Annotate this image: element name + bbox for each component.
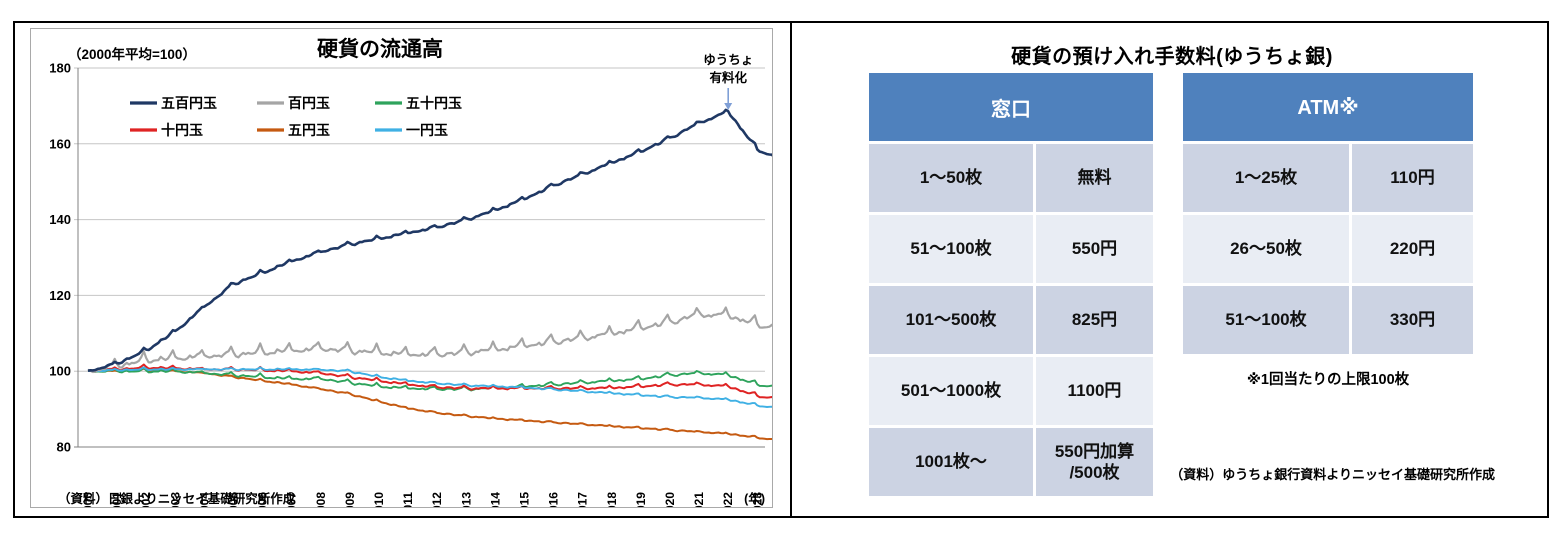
fee-value: 110円	[1352, 144, 1473, 212]
legend-label-coin-1: 一円玉	[406, 122, 448, 138]
series-line-coin-50	[87, 366, 785, 392]
x-tick-label: 2010	[372, 492, 386, 507]
atm-limit-note: ※1回当たりの上限100枚	[1246, 372, 1410, 388]
series-line-coin-1	[87, 366, 785, 410]
x-tick-label: 2021	[692, 492, 706, 507]
x-tick-label: 2022	[721, 492, 735, 507]
figure-frame: 180 160 140 120 100 80 2000 2001 2002 2003 2004 200…	[13, 21, 1549, 519]
x-tick-label: 2019	[634, 492, 648, 507]
fee-value: 825円	[1036, 286, 1153, 354]
coin-count-range: 1～50枚	[869, 144, 1033, 212]
annotation-text: ゆうちょ	[703, 53, 753, 67]
annotation-text: 有料化	[709, 70, 747, 85]
legend-label-coin-10: 十円玉	[161, 122, 203, 138]
x-tick-label: 2014	[488, 492, 502, 507]
table-row: 26～50枚 220円	[1183, 215, 1473, 283]
year-axis-label: (年)	[744, 491, 765, 506]
fee-value: 550円	[1036, 215, 1153, 283]
panel-divider	[790, 23, 792, 516]
legend-label-coin-5: 五円玉	[288, 122, 330, 138]
y-tick-label: 80	[57, 440, 71, 455]
chart-title: 硬貨の流通高	[317, 37, 443, 61]
index-base-note: （2000年平均=100）	[68, 46, 196, 62]
x-tick-label: 2008	[314, 492, 328, 507]
table-header: ATM※	[1183, 73, 1473, 141]
table-row: 501～1000枚 1100円	[869, 357, 1153, 425]
legend-label-coin-500: 五百円玉	[161, 95, 217, 111]
table-row: 1～50枚 無料	[869, 144, 1153, 212]
x-tick-label: 2017	[576, 492, 590, 507]
fee-value: 220円	[1352, 215, 1473, 283]
x-tick-label: 2016	[547, 492, 561, 507]
coin-count-range: 501～1000枚	[869, 357, 1033, 425]
chart-source: （資料）日銀よりニッセイ基礎研究所作成	[58, 491, 296, 506]
y-tick-label: 160	[49, 136, 71, 151]
series-line-coin-500	[87, 108, 785, 372]
y-tick-label: 140	[49, 212, 71, 227]
table-header: 窓口	[869, 73, 1153, 141]
coin-count-range: 101～500枚	[869, 286, 1033, 354]
fee-table-source: （資料）ゆうちょ銀行資料よりニッセイ基礎研究所作成	[1170, 467, 1495, 482]
series-line-coin-100	[87, 306, 785, 374]
y-tick-label: 180	[49, 61, 71, 76]
window-fee-table: 窓口 1～50枚 無料 51～100枚 550円 101～500枚 825円 501～1000…	[869, 73, 1153, 496]
x-tick-label: 2013	[459, 492, 473, 507]
y-tick-label: 100	[49, 364, 71, 379]
table-row: 1001枚～ 550円加算 /500枚	[869, 428, 1153, 496]
coin-count-range: 1～25枚	[1183, 144, 1349, 212]
x-tick-label: 2015	[518, 492, 532, 507]
table-row: 51～100枚 330円	[1183, 286, 1473, 354]
x-tick-label: 2011	[401, 492, 415, 507]
table-row: 51～100枚 550円	[869, 215, 1153, 283]
fee-value: 330円	[1352, 286, 1473, 354]
table-row: 101～500枚 825円	[869, 286, 1153, 354]
fee-value: 1100円	[1036, 357, 1153, 425]
legend-label-coin-100: 百円玉	[288, 95, 330, 111]
y-tick-label: 120	[49, 288, 71, 303]
fee-value: 無料	[1036, 144, 1153, 212]
fee-value: 550円加算 /500枚	[1036, 428, 1153, 496]
coin-count-range: 26～50枚	[1183, 215, 1349, 283]
annotation-arrowhead	[724, 103, 733, 110]
coin-count-range: 1001枚～	[869, 428, 1033, 496]
x-tick-label: 2018	[605, 492, 619, 507]
atm-fee-table: ATM※ 1～25枚 110円 26～50枚 220円 51～100枚 330円	[1183, 73, 1473, 354]
series-line-coin-5	[87, 367, 784, 442]
x-tick-label: 2009	[343, 492, 357, 507]
x-tick-label: 2020	[663, 492, 677, 507]
fee-table-title: 硬貨の預け入れ手数料(ゆうちょ銀)	[1011, 46, 1333, 68]
x-tick-label: 2012	[430, 492, 444, 507]
legend-label-coin-50: 五十円玉	[406, 95, 462, 111]
coin-count-range: 51～100枚	[1183, 286, 1349, 354]
coin-count-range: 51～100枚	[869, 215, 1033, 283]
coin-circulation-chart-box: 180 160 140 120 100 80 2000 2001 2002 2003 2004 200…	[30, 28, 785, 519]
table-row: 1～25枚 110円	[1183, 144, 1473, 212]
